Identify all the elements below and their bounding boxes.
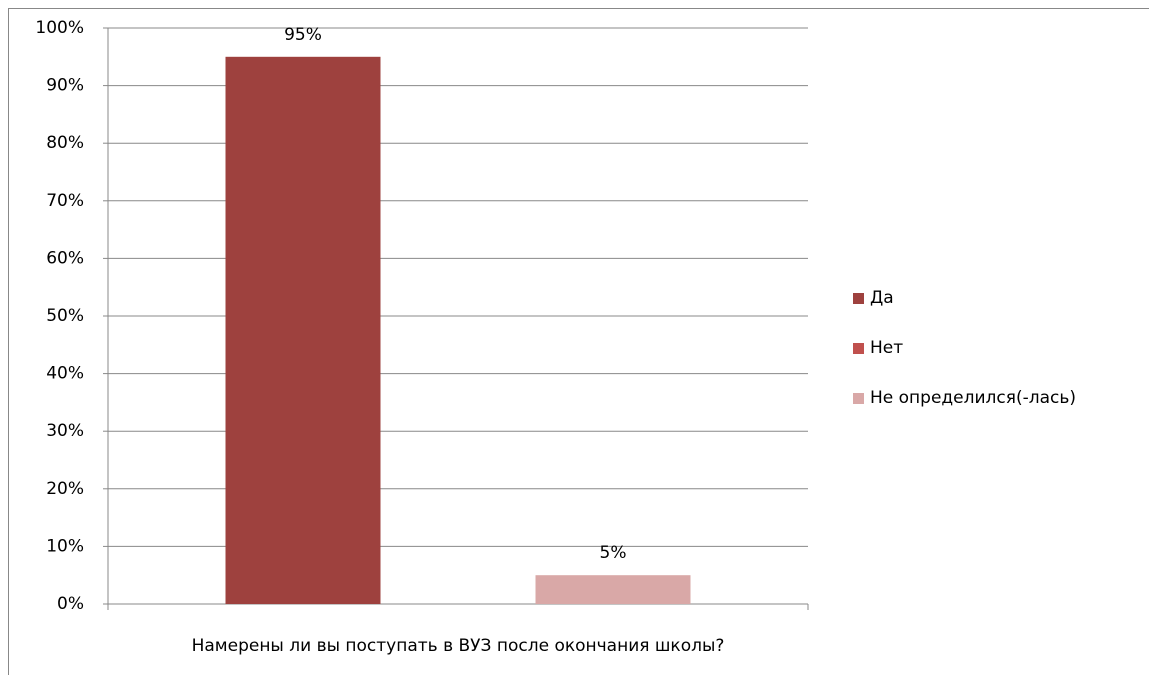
bar xyxy=(536,575,691,604)
y-tick-label: 20% xyxy=(46,479,84,499)
legend-swatch xyxy=(853,343,864,354)
chart-frame xyxy=(9,9,1149,676)
y-tick-label: 100% xyxy=(35,18,84,38)
y-tick-label: 60% xyxy=(46,248,84,268)
value-label: 95% xyxy=(284,25,322,45)
y-tick-label: 50% xyxy=(46,306,84,326)
legend-label: Не определился(-лась) xyxy=(870,388,1076,408)
y-tick-label: 40% xyxy=(46,364,84,384)
y-tick-label: 80% xyxy=(46,133,84,153)
legend-label: Да xyxy=(870,288,894,308)
legend-label: Нет xyxy=(870,338,903,358)
legend-swatch xyxy=(853,393,864,404)
y-tick-label: 70% xyxy=(46,191,84,211)
y-tick-label: 90% xyxy=(46,76,84,96)
x-tick-label: Намерены ли вы поступать в ВУЗ после око… xyxy=(192,636,725,656)
y-tick-label: 30% xyxy=(46,421,84,441)
legend-swatch xyxy=(853,293,864,304)
value-label: 5% xyxy=(600,543,627,563)
y-tick-label: 0% xyxy=(57,594,84,614)
y-tick-label: 10% xyxy=(46,536,84,556)
bar xyxy=(226,57,381,604)
